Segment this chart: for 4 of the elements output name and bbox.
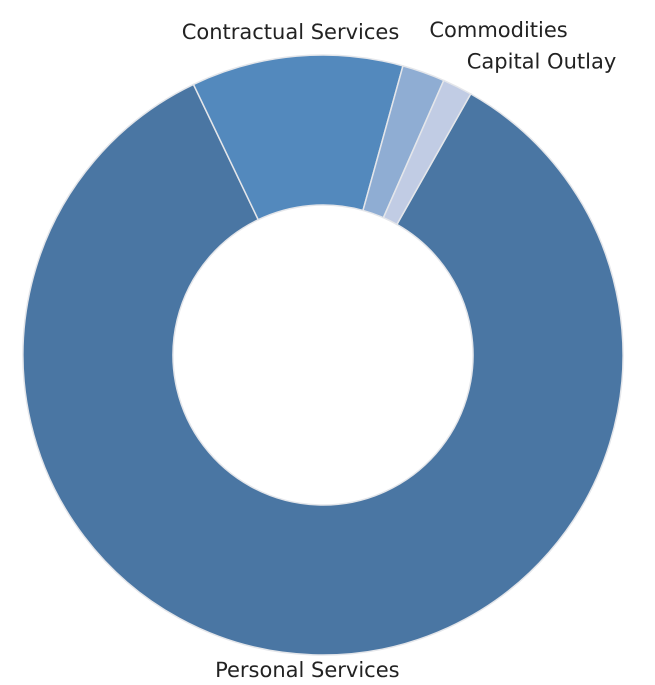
- slice-label: Personal Services: [215, 658, 400, 682]
- slice-label: Commodities: [429, 18, 568, 42]
- slice-label: Capital Outlay: [466, 49, 616, 74]
- slice-label: Contractual Services: [182, 20, 400, 44]
